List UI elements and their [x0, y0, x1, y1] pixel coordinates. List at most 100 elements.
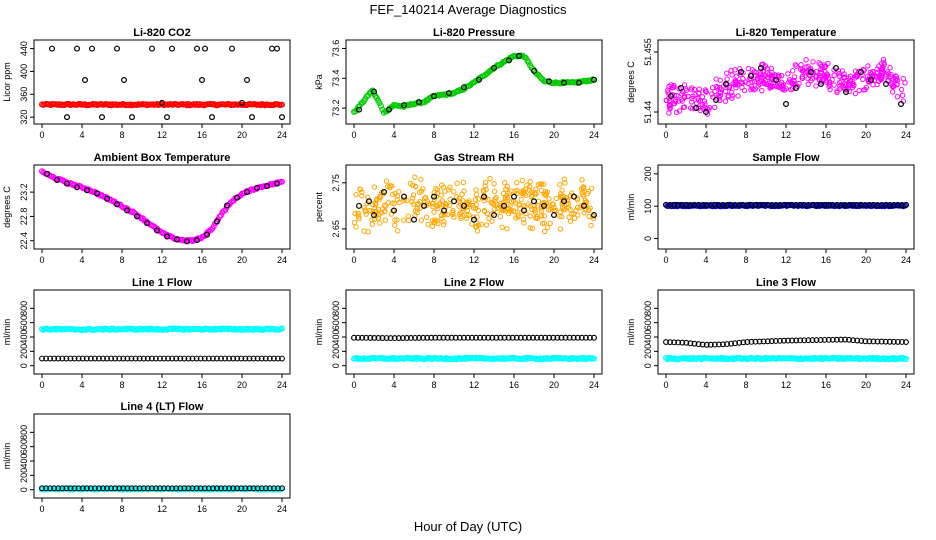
data-point [213, 355, 220, 362]
data-point [429, 223, 436, 229]
series-magenta [663, 56, 908, 117]
y-tick-label: 22.4 [19, 232, 29, 250]
data-point [710, 94, 716, 100]
data-point [120, 355, 127, 362]
data-point [169, 355, 176, 362]
data-point [480, 187, 487, 193]
data-point [899, 92, 906, 99]
data-point [363, 334, 370, 341]
data-point [785, 71, 791, 77]
data-point [201, 485, 208, 492]
data-point [772, 72, 778, 78]
data-point [222, 485, 229, 492]
data-point [144, 355, 151, 362]
data-point [161, 230, 168, 237]
y-tick-label: 600 [19, 315, 29, 330]
data-point [81, 76, 88, 83]
data-point [837, 83, 843, 89]
data-point [728, 201, 735, 208]
x-tick-label: 24 [277, 380, 287, 390]
data-point [401, 217, 407, 223]
data-point [588, 185, 595, 192]
data-point [842, 336, 848, 343]
data-point [401, 193, 408, 200]
data-point [733, 78, 739, 85]
data-point [471, 216, 478, 223]
x-tick-label: 4 [79, 504, 84, 514]
data-point [504, 195, 511, 201]
data-point [550, 212, 557, 219]
data-point [544, 224, 551, 231]
data-point [525, 201, 532, 207]
data-point [837, 201, 844, 208]
data-point [586, 334, 593, 341]
data-point [112, 485, 119, 492]
data-point [423, 194, 429, 201]
data-point [123, 207, 130, 214]
series-black [663, 201, 909, 208]
data-point [63, 114, 70, 121]
data-point [55, 355, 62, 362]
data-point [418, 176, 424, 183]
data-point [897, 100, 904, 107]
data-point [136, 214, 143, 221]
data-point [781, 201, 787, 208]
data-point [391, 207, 398, 214]
data-point [833, 201, 840, 208]
data-point [760, 338, 767, 345]
data-point [493, 194, 499, 201]
data-point [898, 201, 905, 208]
data-point [825, 60, 831, 67]
data-point [149, 45, 156, 52]
data-point [372, 200, 378, 207]
data-point [870, 201, 877, 208]
data-point [279, 325, 286, 332]
data-point [564, 197, 571, 204]
data-point [173, 355, 180, 362]
data-point [226, 485, 233, 492]
data-point [394, 228, 401, 234]
series-cyan [662, 354, 909, 363]
data-point [724, 201, 730, 208]
y-tick-label: 200 [19, 344, 29, 359]
data-point [401, 102, 408, 109]
data-point [383, 178, 390, 184]
data-point [687, 201, 694, 208]
data-point [796, 80, 802, 87]
data-point [264, 183, 271, 190]
data-point [361, 205, 367, 211]
x-tick-label: 24 [589, 130, 599, 140]
x-tick-label: 16 [509, 130, 519, 140]
y-axis-label: degrees C [2, 186, 12, 228]
data-point [529, 225, 536, 231]
data-point [464, 334, 471, 341]
y-tick-label: 360 [19, 87, 29, 102]
data-point [751, 86, 757, 93]
x-tick-label: 0 [39, 504, 44, 514]
data-point [451, 198, 458, 205]
data-point [448, 334, 455, 341]
data-point [441, 207, 448, 214]
data-point [461, 202, 468, 209]
data-point [254, 355, 261, 362]
data-point [161, 485, 167, 492]
series-black [351, 334, 597, 342]
data-point [530, 334, 536, 341]
y-tick-label: 0 [643, 363, 653, 368]
data-point [365, 229, 371, 235]
data-point [903, 201, 909, 208]
data-point [759, 87, 765, 94]
data-point [764, 201, 771, 208]
x-tick-label: 20 [237, 504, 247, 514]
data-point [745, 65, 752, 72]
data-point [836, 73, 843, 79]
data-point [371, 212, 378, 219]
y-tick-label: 22.8 [19, 208, 29, 226]
data-point [866, 338, 873, 345]
data-point [205, 355, 212, 362]
data-point [161, 355, 167, 362]
y-tick-label: 73.4 [331, 70, 341, 88]
x-tick-label: 16 [197, 255, 207, 265]
data-point [270, 485, 277, 492]
